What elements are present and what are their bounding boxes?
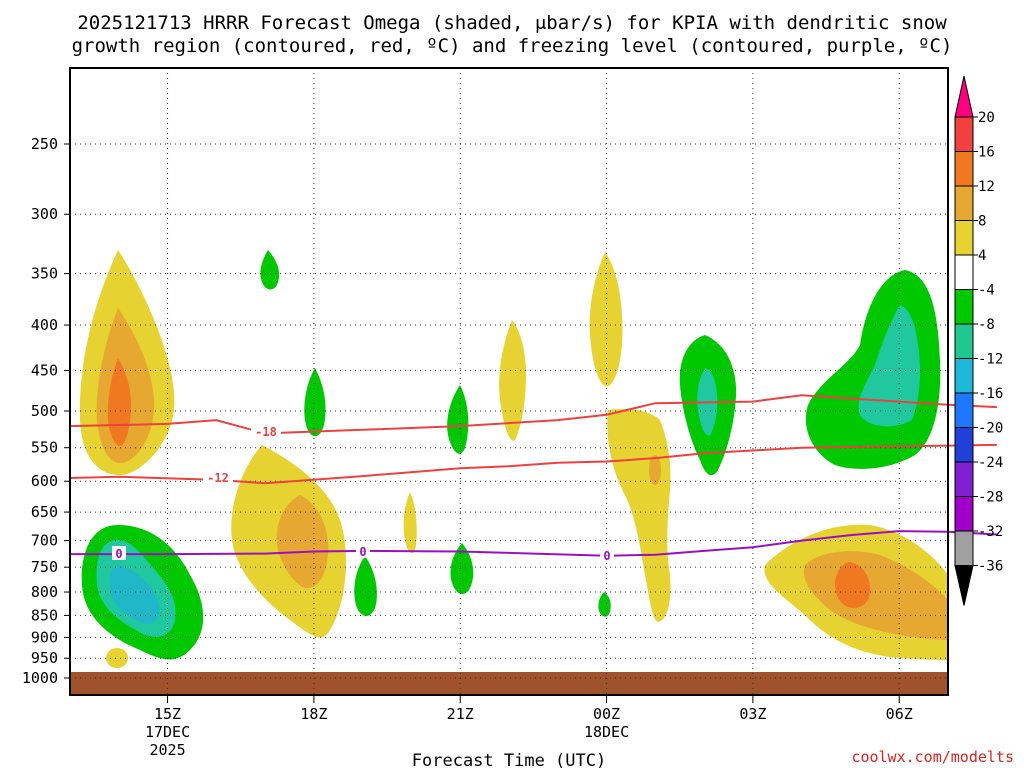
- omega-fill-yellow-small: [106, 648, 128, 668]
- contour-label-bg: [600, 548, 614, 562]
- omega-fill-green: [450, 543, 474, 595]
- colorbar-label: 4: [978, 248, 986, 264]
- y-tick-label: 1000: [22, 669, 58, 687]
- omega-fill-teal: [858, 305, 920, 427]
- y-tick-label: 800: [31, 583, 58, 601]
- y-tick-label: 500: [31, 402, 58, 420]
- colorbar-label: -20: [978, 421, 1003, 437]
- omega-fill-orange: [835, 562, 870, 609]
- contour-label-bg: [356, 544, 370, 558]
- colorbar-segment: [954, 358, 974, 394]
- colorbar-segment: [954, 220, 974, 256]
- contour-label-zero: 0: [603, 549, 610, 563]
- colorbar-label: -24: [978, 455, 1003, 471]
- omega-fill-green: [354, 556, 377, 616]
- colorbar-segment: [954, 116, 974, 152]
- colorbar-segment: [954, 461, 974, 497]
- y-tick-label: 550: [31, 439, 58, 457]
- y-tick-label: 300: [31, 205, 58, 223]
- colorbar-label: 16: [978, 145, 995, 161]
- contour-label-zero: 0: [359, 545, 366, 559]
- omega-fill-cyan: [109, 565, 160, 624]
- colorbar-segment: [954, 392, 974, 428]
- ground-fill: [70, 672, 948, 695]
- chart-title-line1: 2025121713 HRRR Forecast Omega (shaded, …: [77, 12, 947, 34]
- credit-text: coolwx.com/modelts: [851, 748, 1014, 766]
- y-tick-label: 350: [31, 265, 58, 283]
- x-tick-label: 15Z: [154, 705, 181, 723]
- colorbar-label: 8: [978, 214, 986, 230]
- colorbar-segment: [954, 289, 974, 325]
- contour-label-zero: 0: [115, 547, 122, 561]
- colorbar-label: -12: [978, 352, 1003, 368]
- contour-label-minus12: -12: [207, 471, 229, 485]
- colorbar-label: -28: [978, 490, 1003, 506]
- colorbar-label: -16: [978, 386, 1003, 402]
- x-tick-label: 21Z: [447, 705, 474, 723]
- contour-label-minus18: -18: [255, 425, 277, 439]
- omega-fill-green-small: [598, 592, 611, 617]
- colorbar: 20 16 12 8 4 -4 -8 -12 -16 -20 -24 -28 -32 -36: [954, 75, 1003, 606]
- colorbar-label: -36: [978, 559, 1003, 575]
- contour-label-bg: [112, 546, 126, 560]
- omega-fill-gold-small: [649, 455, 661, 485]
- colorbar-segment: [954, 185, 974, 221]
- y-tick-label: 450: [31, 361, 58, 379]
- x-tick-date-label: 18DEC: [584, 723, 629, 741]
- plot-frame: [69, 67, 949, 696]
- x-tick-label: 18Z: [300, 705, 327, 723]
- chart-title-line2: growth region (contoured, red, ºC) and f…: [72, 35, 953, 57]
- x-tick-label: 06Z: [886, 705, 913, 723]
- colorbar-label: 12: [978, 179, 995, 195]
- y-tick-label: 950: [31, 649, 58, 667]
- colorbar-segment: [954, 323, 974, 359]
- y-tick-label: 900: [31, 628, 58, 646]
- x-tick-date-label: 17DEC: [145, 723, 190, 741]
- colorbar-label: -8: [978, 317, 995, 333]
- colorbar-segment: [954, 151, 974, 187]
- omega-fill-green: [304, 368, 326, 437]
- freezing-level-contour: [70, 530, 997, 557]
- y-tick-label: 400: [31, 316, 58, 334]
- y-axis: 250 300 350 400 450 500 550 600 650 700 750 800 850 9…: [22, 135, 70, 687]
- colorbar-top-arrow: [954, 75, 974, 118]
- omega-fill-yellow-small: [403, 492, 417, 554]
- colorbar-label: -4: [978, 283, 995, 299]
- colorbar-segment: [954, 496, 974, 532]
- colorbar-segment: [954, 530, 974, 566]
- x-tick-label: 00Z: [593, 705, 620, 723]
- dendritic-minus18-contour: [69, 394, 997, 435]
- contour-label-bg: [251, 424, 281, 438]
- y-tick-label: 700: [31, 532, 58, 550]
- colorbar-segment: [954, 427, 974, 463]
- colorbar-segment: [954, 254, 974, 290]
- x-axis-label: Forecast Time (UTC): [412, 751, 606, 768]
- x-tick-year-label: 2025: [149, 741, 185, 759]
- y-tick-label: 650: [31, 503, 58, 521]
- omega-fill-green-small: [260, 250, 280, 290]
- colorbar-label: -32: [978, 524, 1003, 540]
- colorbar-label: 20: [978, 110, 995, 126]
- y-tick-label: 250: [31, 135, 58, 153]
- colorbar-bottom-arrow: [954, 565, 974, 606]
- x-tick-label: 03Z: [739, 705, 766, 723]
- contour-label-bg: [203, 470, 233, 484]
- y-tick-label: 600: [31, 472, 58, 490]
- omega-fill-gold: [276, 495, 329, 589]
- omega-fill-green: [447, 385, 469, 454]
- y-tick-label: 750: [31, 558, 58, 576]
- omega-fill-yellow: [589, 252, 623, 387]
- y-tick-label: 850: [31, 606, 58, 624]
